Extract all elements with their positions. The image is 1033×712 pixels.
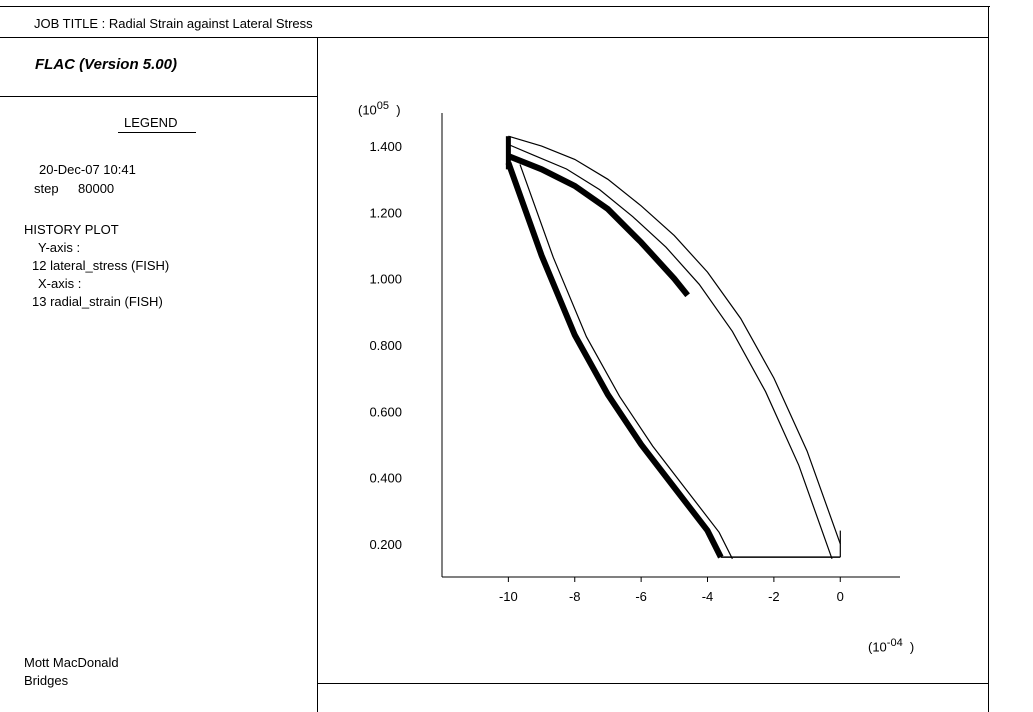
y-tick-label: 0.800 [369,338,402,353]
series-lower-edge-line [519,164,733,560]
company-line1: Mott MacDonald [24,655,119,670]
series-lower-dense-band [505,161,724,559]
date-time: 20-Dec-07 10:41 [39,162,136,177]
legend-underline [118,132,196,133]
x-multiplier-close: ) [902,639,915,655]
software-version: FLAC (Version 5.00) [35,56,177,73]
panel-divider [317,37,318,712]
software-divider [0,96,318,97]
y-axis-item: 12 lateral_stress (FISH) [32,258,170,273]
x-tick-label: 0 [837,589,844,604]
header-divider [0,37,989,38]
company-line2: Bridges [24,673,69,688]
x-tick-label: -6 [635,589,647,604]
x-tick-label: -4 [702,589,714,604]
x-axis-item: 13 radial_strain (FISH) [32,294,163,309]
frame-right-line [988,6,989,712]
x-axis-label: X-axis : [38,276,82,291]
series-upper-inner-line [508,143,833,560]
y-multiplier: (1005 ) [358,98,401,118]
y-tick-label: 0.200 [369,537,402,552]
y-multiplier-base: (10 [358,102,377,118]
y-axis-label: Y-axis : [38,240,81,255]
x-tick-label: -10 [499,589,518,604]
bottom-right-line [317,683,989,684]
y-multiplier-exp: 05 [376,100,390,112]
y-tick-label: 0.600 [369,404,402,419]
series-upper-outer-line [508,135,841,545]
series-upper-dense-band [507,153,690,298]
history-plot-label: HISTORY PLOT [24,222,119,237]
y-multiplier-close: ) [389,102,401,118]
x-tick-label: -8 [569,589,581,604]
legend-heading: LEGEND [124,115,178,130]
y-tick-label: 1.000 [369,272,402,287]
x-multiplier: (10-04 ) [868,635,914,655]
frame-top-line [0,6,990,7]
y-tick-label: 0.400 [369,471,402,486]
y-tick-label: 1.400 [369,139,402,154]
x-multiplier-exp: -04 [886,637,903,649]
x-tick-label: -2 [768,589,780,604]
y-tick-label: 1.200 [369,205,402,220]
x-multiplier-base: (10 [868,639,887,655]
step-label: step [34,181,59,196]
job-title: JOB TITLE : Radial Strain against Latera… [34,16,313,31]
step-value: 80000 [78,181,115,196]
